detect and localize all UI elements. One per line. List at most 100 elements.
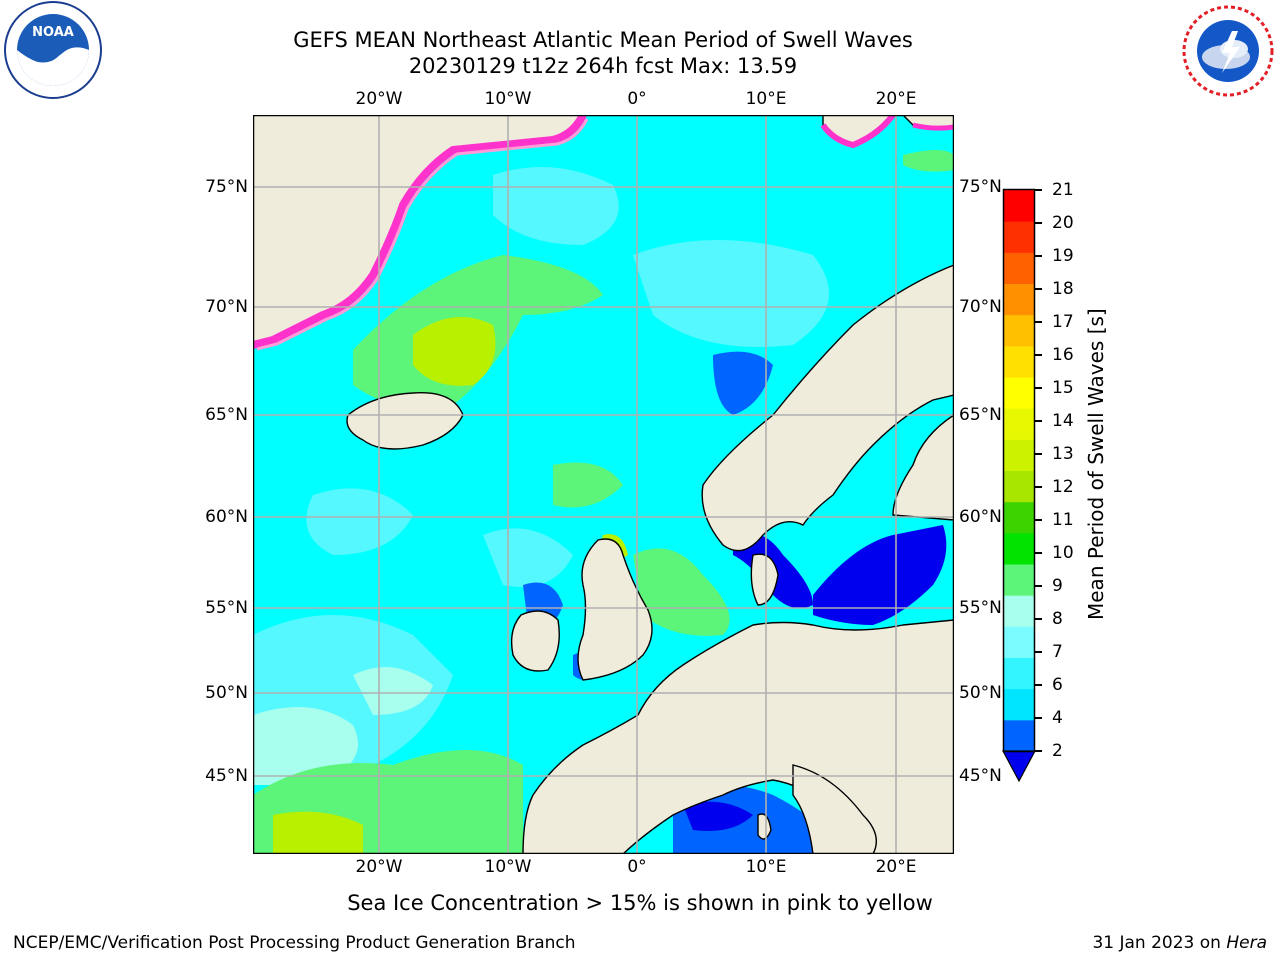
colorbar-bands [1004, 190, 1034, 752]
lat-label-right-50n: 50°N [959, 683, 1002, 703]
colorbar-tick-label: 2 [1052, 741, 1063, 761]
map-panel [253, 115, 954, 854]
colorbar-tick-mark [1034, 387, 1042, 389]
graticule [253, 115, 954, 854]
colorbar-frame [1002, 188, 1036, 753]
colorbar-band [1004, 470, 1034, 503]
colorbar-band [1004, 221, 1034, 253]
denmark [750, 553, 779, 606]
colorbar-tick-label: 10 [1052, 543, 1074, 563]
colorbar-label: Mean Period of Swell Waves [s] [1084, 308, 1108, 620]
colorbar-tick-mark [1034, 750, 1042, 752]
colorbar-band [1004, 532, 1034, 565]
lon-label-top-20w: 20°W [355, 89, 403, 109]
colorbar-tick-mark [1034, 717, 1042, 719]
lat-label-left-50n: 50°N [205, 683, 248, 703]
colorbar-band [1004, 595, 1034, 627]
colorbar-tick-label: 7 [1052, 642, 1063, 662]
colorbar-tick-label: 16 [1052, 345, 1074, 365]
land-masses [253, 115, 954, 854]
lat-label-left-45n: 45°N [205, 766, 248, 786]
colorbar-band [1004, 190, 1034, 222]
lon-label-top-10e: 10°E [745, 89, 787, 109]
ireland [510, 610, 560, 672]
colorbar-tick-mark [1034, 552, 1042, 554]
colorbar-tick-label: 17 [1052, 312, 1074, 332]
italy [792, 764, 877, 854]
colorbar-tick-mark [1034, 684, 1042, 686]
colorbar-tick-label: 9 [1052, 576, 1063, 596]
colorbar-band [1004, 439, 1034, 471]
colorbar-tick-mark [1034, 321, 1042, 323]
lat-label-left-75n: 75°N [205, 177, 248, 197]
colorbar-tick-label: 19 [1052, 246, 1074, 266]
colorbar-under-arrow [1002, 750, 1036, 783]
colorbar-band [1004, 719, 1034, 752]
sea-ice-caption: Sea Ice Concentration > 15% is shown in … [347, 891, 933, 915]
colorbar-tick-mark [1034, 453, 1042, 455]
noaa-logo: NOAA [4, 1, 102, 99]
colorbar-tick-label: 6 [1052, 675, 1063, 695]
colorbar-tick-label: 21 [1052, 180, 1074, 200]
colorbar-band [1004, 377, 1034, 409]
colorbar-tick-label: 12 [1052, 477, 1074, 497]
lon-label-top-20e: 20°E [875, 89, 917, 109]
iceland [346, 391, 464, 450]
lon-label-top-0: 0° [627, 89, 647, 109]
colorbar-tick-mark [1034, 288, 1042, 290]
colorbar-band [1004, 283, 1034, 316]
noaa-logo-text: NOAA [32, 25, 74, 40]
colorbar-tick-mark [1034, 255, 1042, 257]
colorbar-tick-mark [1034, 189, 1042, 191]
footer-date-text: 31 Jan 2023 on [1092, 933, 1227, 953]
colorbar-tick-label: 11 [1052, 510, 1074, 530]
colorbar-tick-label: 13 [1052, 444, 1074, 464]
colorbar-band [1004, 345, 1034, 378]
colorbar-band [1004, 688, 1034, 721]
footer-date: 31 Jan 2023 on Hera [1092, 933, 1267, 953]
colorbar-tick-mark [1034, 420, 1042, 422]
lat-label-left-60n: 60°N [205, 507, 248, 527]
lat-label-left-55n: 55°N [205, 598, 248, 618]
colorbar-band [1004, 657, 1034, 690]
colorbar-tick-mark [1034, 651, 1042, 653]
nws-logo [1182, 5, 1274, 97]
scandinavia [701, 264, 954, 552]
lat-label-right-65n: 65°N [959, 405, 1002, 425]
colorbar-band [1004, 564, 1034, 596]
colorbar-tick-label: 4 [1052, 708, 1063, 728]
colorbar [1002, 188, 1036, 783]
colorbar-band [1004, 501, 1034, 534]
footer-machine: Hera [1226, 933, 1267, 953]
map-subtitle: 20230129 t12z 264h fcst Max: 13.59 [408, 54, 798, 78]
colorbar-tick-mark [1034, 618, 1042, 620]
lon-label-bottom-10e: 10°E [745, 857, 787, 877]
lat-label-right-45n: 45°N [959, 766, 1002, 786]
colorbar-tick-mark [1034, 354, 1042, 356]
colorbar-band [1004, 408, 1034, 440]
lon-label-top-10w: 10°W [484, 89, 532, 109]
colorbar-tick-mark [1034, 222, 1042, 224]
swell-period-12-14-region [273, 317, 628, 854]
colorbar-tick-label: 14 [1052, 411, 1074, 431]
lon-label-bottom-10w: 10°W [484, 857, 532, 877]
lat-label-right-60n: 60°N [959, 507, 1002, 527]
colorbar-tick-mark [1034, 486, 1042, 488]
map-frame [253, 115, 954, 854]
lon-label-bottom-20w: 20°W [355, 857, 403, 877]
colorbar-band [1004, 626, 1034, 658]
sea-ice-band [253, 115, 954, 351]
lat-label-right-70n: 70°N [959, 297, 1002, 317]
colorbar-tick-label: 18 [1052, 279, 1074, 299]
map-title: GEFS MEAN Northeast Atlantic Mean Period… [293, 28, 913, 52]
colorbar-tick-mark [1034, 519, 1042, 521]
colorbar-tick-mark [1034, 585, 1042, 587]
colorbar-band [1004, 252, 1034, 284]
great-britain [577, 538, 653, 681]
colorbar-tick-label: 15 [1052, 378, 1074, 398]
lon-label-bottom-20e: 20°E [875, 857, 917, 877]
lat-label-left-65n: 65°N [205, 405, 248, 425]
lat-label-right-75n: 75°N [959, 177, 1002, 197]
colorbar-tick-label: 20 [1052, 213, 1074, 233]
colorbar-band [1004, 314, 1034, 347]
